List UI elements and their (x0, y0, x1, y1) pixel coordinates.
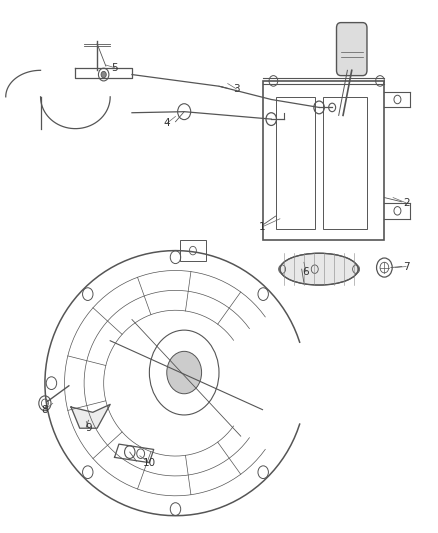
Bar (180, 240, 206, 261)
Circle shape (167, 351, 201, 394)
Text: 7: 7 (403, 262, 410, 271)
Text: 8: 8 (42, 405, 48, 415)
Text: 2: 2 (403, 198, 410, 208)
Polygon shape (71, 405, 110, 428)
Bar (262, 81, 385, 240)
Text: 9: 9 (85, 423, 92, 433)
Bar (276, 97, 315, 229)
Text: 4: 4 (163, 118, 170, 128)
Text: 1: 1 (259, 222, 266, 232)
Text: 6: 6 (303, 267, 309, 277)
Text: 3: 3 (233, 84, 240, 94)
Text: 5: 5 (111, 63, 118, 72)
Ellipse shape (280, 253, 358, 285)
Text: 10: 10 (143, 458, 156, 467)
Bar (323, 97, 367, 229)
Circle shape (101, 71, 106, 78)
FancyBboxPatch shape (336, 22, 367, 76)
